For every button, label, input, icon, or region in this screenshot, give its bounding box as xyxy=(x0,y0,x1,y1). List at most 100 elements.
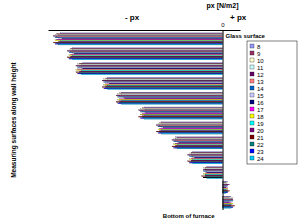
tick: 0 xyxy=(221,22,225,210)
bar xyxy=(189,162,222,164)
legend-entry: 16 xyxy=(257,100,264,106)
legend: 89101112131415161718192021222324 xyxy=(247,41,297,164)
legend-swatch xyxy=(250,93,254,97)
chart: 0px [N/m2]Measuring surfaces along wall … xyxy=(0,0,300,222)
bar xyxy=(188,160,223,162)
legend-entry: 10 xyxy=(257,58,264,64)
annotation: + px xyxy=(230,13,247,22)
bar xyxy=(67,50,222,52)
bar xyxy=(158,132,223,134)
x-axis: 0 xyxy=(49,22,241,210)
bar xyxy=(207,177,223,179)
legend-swatch xyxy=(250,72,254,76)
bar xyxy=(116,101,222,103)
bar xyxy=(58,37,222,39)
annotation: Bottom of furnace xyxy=(163,213,215,219)
bar xyxy=(72,59,222,61)
bar xyxy=(156,131,222,133)
bar xyxy=(203,170,222,172)
legend-swatch xyxy=(250,149,254,153)
bar xyxy=(118,102,223,104)
bar xyxy=(223,206,233,208)
legend-swatch xyxy=(250,121,254,125)
bar xyxy=(139,116,223,118)
bar xyxy=(177,148,222,150)
legend-entry: 12 xyxy=(257,72,264,78)
bar xyxy=(102,80,222,82)
bar xyxy=(172,139,223,141)
bar xyxy=(223,201,230,203)
bar xyxy=(144,118,223,120)
legend-swatch xyxy=(250,128,254,132)
bar xyxy=(104,81,223,83)
bar xyxy=(69,58,223,60)
bar xyxy=(203,167,222,169)
y-axis-title: Measuring surfaces along wall height xyxy=(10,61,18,177)
bar xyxy=(55,43,223,45)
bar xyxy=(102,86,222,88)
bar xyxy=(175,136,222,138)
legend-swatch xyxy=(250,65,254,69)
bar xyxy=(55,37,223,39)
legend-swatch xyxy=(250,156,254,160)
bar xyxy=(139,109,223,111)
legend-entry: 22 xyxy=(257,142,264,148)
bar xyxy=(202,175,223,177)
legend-swatch xyxy=(250,135,254,139)
bars xyxy=(53,33,235,209)
legend-entry: 21 xyxy=(257,135,264,141)
bar xyxy=(189,152,222,154)
bar xyxy=(67,56,222,58)
bar xyxy=(81,67,222,69)
bar xyxy=(161,133,222,135)
bar xyxy=(188,154,223,156)
legend-entry: 15 xyxy=(257,93,264,99)
bar xyxy=(203,173,222,175)
bar xyxy=(118,99,223,101)
bar xyxy=(118,96,223,98)
bar xyxy=(76,69,223,71)
bar xyxy=(107,82,222,84)
bar xyxy=(158,123,223,125)
y-axis xyxy=(48,31,50,211)
legend-swatch xyxy=(250,107,254,111)
legend-entry: 19 xyxy=(257,121,264,127)
bar xyxy=(76,71,223,73)
axis-line xyxy=(49,30,241,31)
legend-swatch xyxy=(250,114,254,118)
bar xyxy=(116,95,222,97)
annotation: - px xyxy=(125,13,140,22)
legend-swatch xyxy=(250,58,254,62)
bar xyxy=(223,203,233,205)
tick-label: 0 xyxy=(221,22,225,28)
legend-entry: 23 xyxy=(257,149,264,155)
bar xyxy=(55,39,223,41)
legend-entry: 13 xyxy=(257,79,264,85)
bar xyxy=(69,49,223,51)
bar xyxy=(223,205,235,207)
bar xyxy=(55,34,223,36)
bar xyxy=(78,63,223,65)
annotation: Glass surface xyxy=(226,33,266,39)
bar xyxy=(189,155,222,157)
bar xyxy=(203,169,222,171)
bar xyxy=(123,97,222,99)
bar xyxy=(53,35,222,37)
bar xyxy=(78,73,223,75)
bar xyxy=(223,198,233,200)
bar xyxy=(118,93,223,95)
bar xyxy=(174,143,223,145)
bar xyxy=(174,140,223,142)
bar xyxy=(76,65,223,67)
legend-entry: 9 xyxy=(257,51,261,57)
bar xyxy=(205,174,222,176)
bar xyxy=(177,141,222,143)
bar xyxy=(69,51,223,53)
bar xyxy=(141,108,223,110)
bar xyxy=(193,162,223,164)
bar xyxy=(223,190,230,192)
bar xyxy=(223,196,232,198)
legend-entry: 20 xyxy=(257,128,264,134)
bar xyxy=(193,156,223,158)
bar xyxy=(141,114,223,116)
